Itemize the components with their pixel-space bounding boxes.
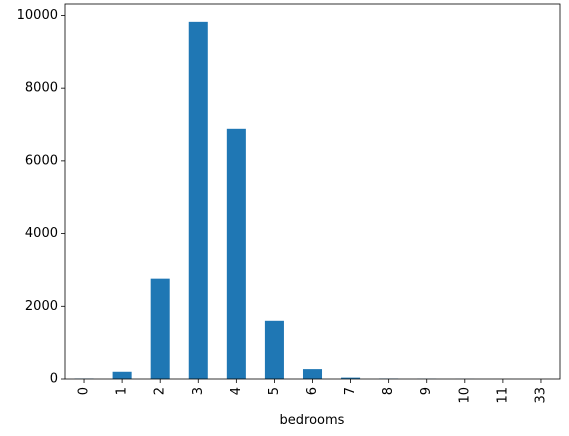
y-tick-label-4000: 4000: [25, 226, 58, 241]
x-tick-label-1: 1: [115, 387, 130, 395]
x-tick-label-7: 7: [343, 387, 358, 395]
bar-7: [341, 377, 361, 379]
x-tick-label-6: 6: [305, 387, 320, 395]
y-tick-label-2000: 2000: [25, 299, 58, 314]
y-axis: 0 2000 4000 6000 8000 10000: [17, 8, 65, 387]
x-axis-label: bedrooms: [280, 413, 345, 428]
y-tick-label-6000: 6000: [25, 153, 58, 168]
bar-3: [188, 21, 208, 379]
x-tick-label-5: 5: [267, 387, 282, 395]
x-tick-label-33: 33: [533, 387, 548, 404]
y-tick-label-8000: 8000: [25, 81, 58, 96]
x-tick-label-11: 11: [495, 387, 510, 404]
x-tick-label-0: 0: [77, 387, 92, 395]
bar-6: [302, 369, 323, 379]
bar-1: [112, 371, 132, 379]
y-tick-label-10000: 10000: [17, 8, 58, 23]
x-tick-label-9: 9: [419, 387, 434, 395]
y-tick-label-0: 0: [50, 372, 58, 387]
x-tick-label-8: 8: [381, 387, 396, 395]
x-tick-label-3: 3: [191, 387, 206, 395]
x-tick-label-10: 10: [457, 387, 472, 404]
x-axis: 0 1 2 3 4 5 6 7 8 9 10 11 33: [77, 379, 548, 404]
bars-group: [74, 21, 551, 379]
x-tick-label-2: 2: [153, 387, 168, 395]
bar-5: [264, 320, 284, 379]
bar-4: [226, 128, 246, 379]
bar-2: [150, 278, 170, 379]
x-tick-label-4: 4: [229, 387, 244, 395]
